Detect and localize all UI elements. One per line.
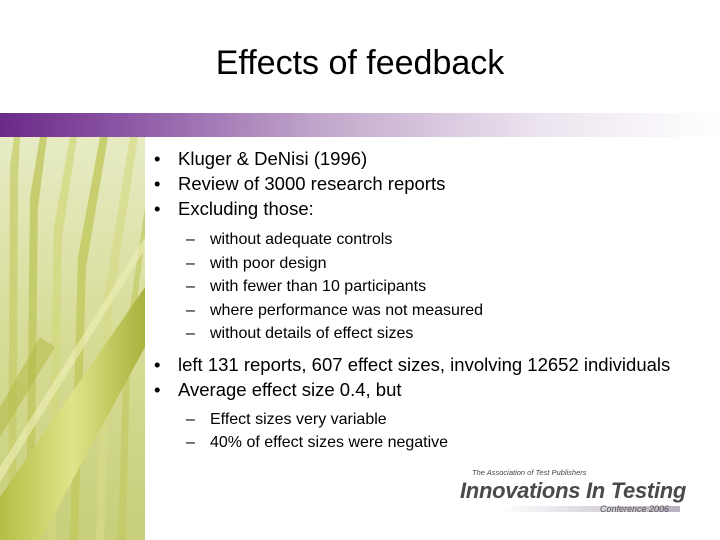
- sub-bullet-text: 40% of effect sizes were negative: [210, 434, 449, 451]
- slide-title: Effects of feedback: [215, 44, 505, 82]
- sub-bullet-text: where performance was not measured: [210, 301, 484, 319]
- average-sublist: – Effect sizes very variable –40% of effe…: [146, 408, 706, 455]
- bullet-item: • Kluger & DeNisi (1996): [146, 146, 706, 171]
- bullet-text: Excluding those:: [178, 198, 314, 219]
- sub-bullet-item: – without details of effect sizes: [146, 322, 706, 346]
- bullet-text: Kluger & DeNisi (1996): [178, 148, 368, 169]
- sub-bullet-item: – with fewer than 10 participants: [146, 275, 706, 299]
- logo-underline: [500, 506, 680, 512]
- logo-name-text: Innovations In Testing: [460, 478, 687, 503]
- sub-bullet-marker: –: [186, 325, 195, 342]
- sub-bullet-item: – Effect sizes very variable: [146, 408, 706, 432]
- sub-bullet-item: – with poor design: [146, 252, 706, 276]
- conference-logo: The Association of Test Publishers Innov…: [460, 468, 700, 518]
- sub-bullet-text: with poor design: [210, 254, 327, 272]
- bullet-marker: •: [154, 198, 161, 219]
- bullet-item: • Excluding those:: [146, 196, 706, 221]
- bullet-list: • Kluger & DeNisi (1996) • Review of 3000 …: [146, 146, 706, 455]
- bullet-item: • Review of 3000 research reports: [146, 171, 706, 196]
- bullet-marker: •: [154, 173, 161, 194]
- bullet-text: Review of 3000 research reports: [178, 173, 446, 194]
- sub-bullet-marker: –: [186, 231, 195, 248]
- bullet-item: • Average effect size 0.4, but: [146, 377, 706, 402]
- sub-bullet-marker: –: [186, 410, 195, 428]
- bullet-text: Average effect size 0.4, but: [178, 378, 402, 400]
- sub-bullet-text: with fewer than 10 participants: [210, 278, 427, 295]
- palm-leaf-image: [0, 137, 145, 540]
- logo-org-text: The Association of Test Publishers: [472, 468, 587, 477]
- accent-gradient-bar: [0, 113, 720, 137]
- bullet-marker: •: [154, 148, 161, 169]
- sub-bullet-marker: –: [186, 301, 195, 319]
- logo-conference-text: Conference 2006: [600, 504, 670, 514]
- bullet-marker: •: [154, 353, 161, 375]
- sub-bullet-text: without adequate controls: [210, 231, 393, 248]
- excluding-sublist: – without adequate controls – with poor de…: [146, 228, 706, 346]
- sub-bullet-text: Effect sizes very variable: [210, 410, 387, 428]
- sub-bullet-item: –40% of effect sizes were negative: [146, 431, 706, 455]
- sub-bullet-item: – where performance was not measured: [146, 299, 706, 323]
- sub-bullet-marker: –: [186, 434, 195, 451]
- bullet-text: left 131 reports, 607 effect sizes, invo…: [178, 353, 671, 375]
- bullet-item: • left 131 reports, 607 effect sizes, inv…: [146, 352, 706, 377]
- sub-bullet-marker: –: [186, 278, 195, 295]
- sub-bullet-item: – without adequate controls: [146, 228, 706, 252]
- sub-bullet-marker: –: [186, 254, 195, 272]
- bullet-marker: •: [154, 378, 161, 400]
- sub-bullet-text: without details of effect sizes: [210, 325, 414, 342]
